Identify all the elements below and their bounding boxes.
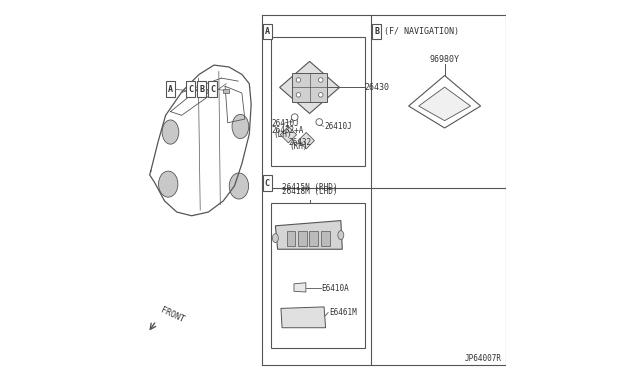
Ellipse shape: [232, 115, 249, 139]
Bar: [292, 73, 328, 102]
Ellipse shape: [291, 114, 298, 121]
Polygon shape: [275, 221, 342, 249]
Bar: [205, 89, 211, 93]
Bar: [287, 231, 296, 246]
Bar: [298, 231, 307, 246]
Ellipse shape: [316, 119, 323, 125]
Text: E6461M: E6461M: [329, 308, 356, 317]
Ellipse shape: [319, 93, 323, 97]
Polygon shape: [294, 283, 306, 292]
Ellipse shape: [159, 171, 178, 197]
Text: A: A: [265, 27, 269, 36]
Text: 26410J: 26410J: [271, 119, 300, 128]
Polygon shape: [298, 132, 314, 149]
Ellipse shape: [296, 93, 301, 97]
Text: A: A: [168, 85, 173, 94]
Bar: [271, 203, 365, 348]
Text: C: C: [265, 179, 269, 187]
Bar: [223, 89, 229, 93]
Bar: [262, 24, 271, 39]
Polygon shape: [408, 76, 481, 128]
Ellipse shape: [273, 234, 278, 243]
Bar: [186, 81, 195, 97]
Text: JP64007R: JP64007R: [465, 354, 502, 363]
Ellipse shape: [162, 120, 179, 144]
Bar: [197, 81, 206, 97]
Text: 96980Y: 96980Y: [429, 55, 460, 64]
Text: (LH): (LH): [273, 130, 292, 139]
Text: C: C: [211, 85, 216, 94]
Text: 26415N (RHD): 26415N (RHD): [282, 183, 338, 192]
Bar: [321, 231, 330, 246]
Text: (F/ NAVIGATION): (F/ NAVIGATION): [384, 27, 459, 36]
Ellipse shape: [338, 231, 344, 240]
Bar: [209, 81, 218, 97]
Ellipse shape: [229, 173, 248, 199]
Polygon shape: [281, 307, 326, 328]
Bar: [186, 89, 192, 93]
Bar: [262, 175, 271, 191]
Text: 26432+A: 26432+A: [271, 126, 304, 135]
Text: (RH): (RH): [289, 142, 308, 151]
Text: 26410J: 26410J: [324, 122, 352, 131]
Ellipse shape: [319, 78, 323, 82]
Text: 26418M (LHD): 26418M (LHD): [282, 187, 338, 196]
Text: E6410A: E6410A: [321, 284, 349, 293]
Text: B: B: [199, 85, 204, 94]
Bar: [271, 37, 365, 166]
Polygon shape: [419, 87, 470, 121]
Bar: [166, 81, 175, 97]
Text: FRONT: FRONT: [159, 306, 186, 325]
Ellipse shape: [296, 78, 301, 82]
Bar: [309, 231, 318, 246]
Text: C: C: [188, 85, 193, 94]
Bar: [372, 24, 381, 39]
Polygon shape: [280, 126, 296, 143]
Text: 26432: 26432: [289, 138, 312, 147]
Text: 26430: 26430: [365, 83, 390, 92]
Text: B: B: [374, 27, 379, 36]
Polygon shape: [280, 61, 340, 113]
